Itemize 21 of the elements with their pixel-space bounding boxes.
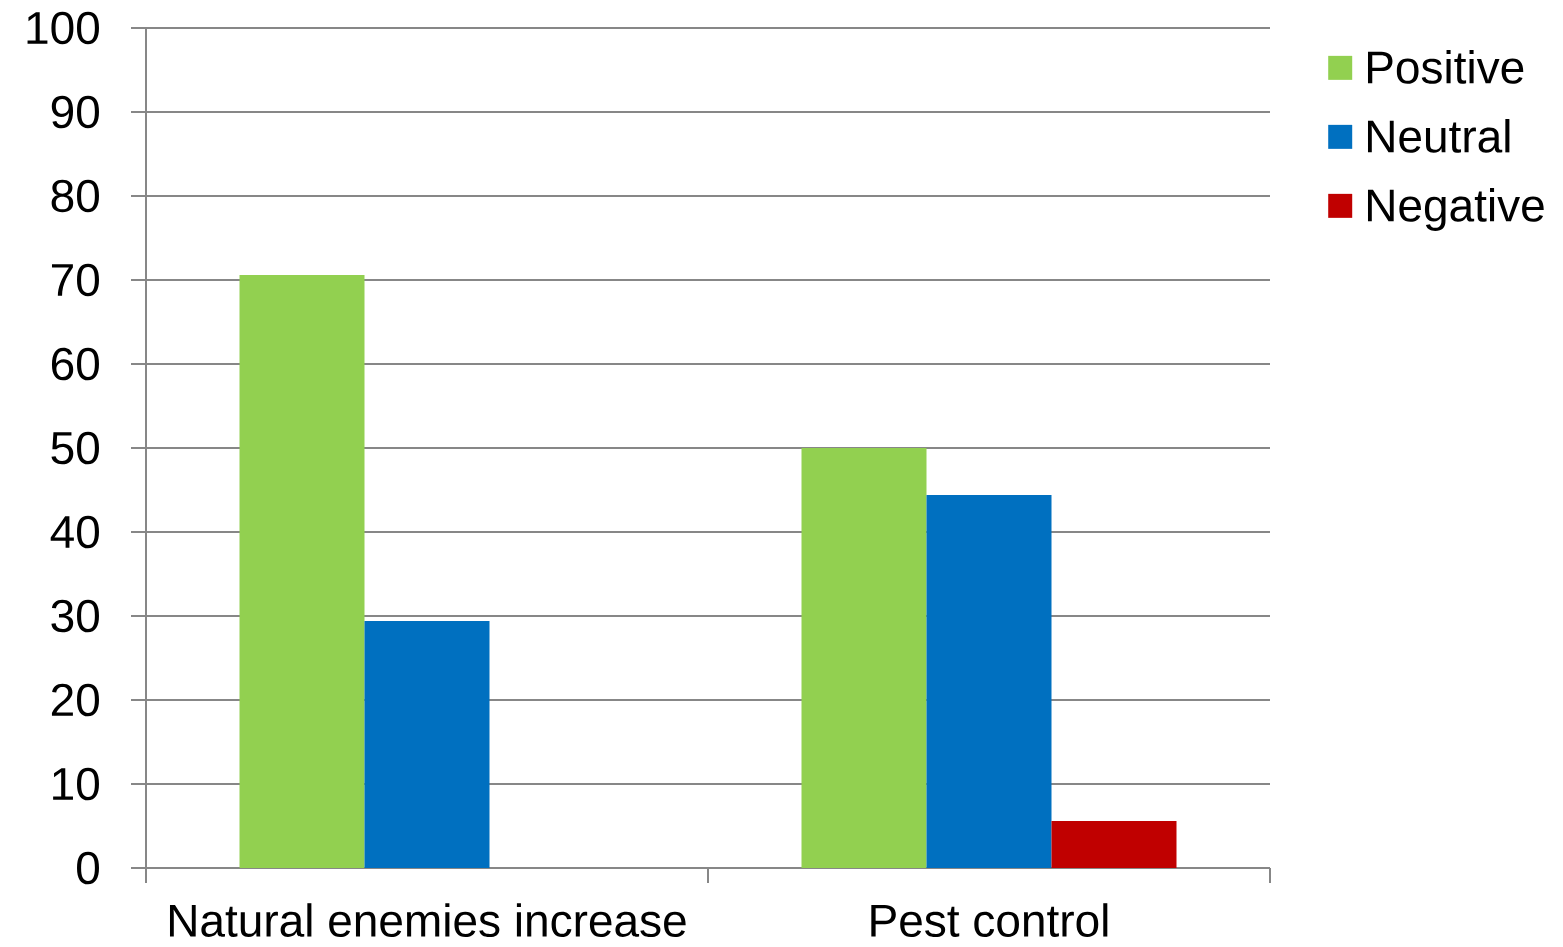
bar [1051, 820, 1177, 868]
y-tick-label: 60 [51, 347, 99, 381]
x-tick-label: Pest control [871, 903, 1108, 937]
x-tick-label: Natural enemies increase [169, 903, 686, 937]
legend-label: Positive [1367, 50, 1524, 84]
y-tick-label: 50 [51, 431, 99, 465]
y-tick-label: 10 [53, 767, 99, 801]
bar [926, 495, 1052, 868]
legend-label: Neutral [1367, 119, 1510, 153]
y-tick-label: 70 [51, 263, 99, 297]
legend-label: Negative [1367, 188, 1544, 231]
bar [801, 448, 927, 868]
y-tick-label: 0 [77, 851, 99, 885]
y-tick-label: 40 [50, 515, 99, 549]
bar [364, 621, 490, 868]
y-tick-label: 90 [51, 95, 99, 129]
bar [239, 274, 365, 868]
y-tick-label: 80 [51, 179, 99, 213]
y-tick-label: 20 [51, 683, 99, 717]
y-tick-label: 100 [27, 11, 99, 45]
y-tick-label: 30 [51, 599, 99, 633]
